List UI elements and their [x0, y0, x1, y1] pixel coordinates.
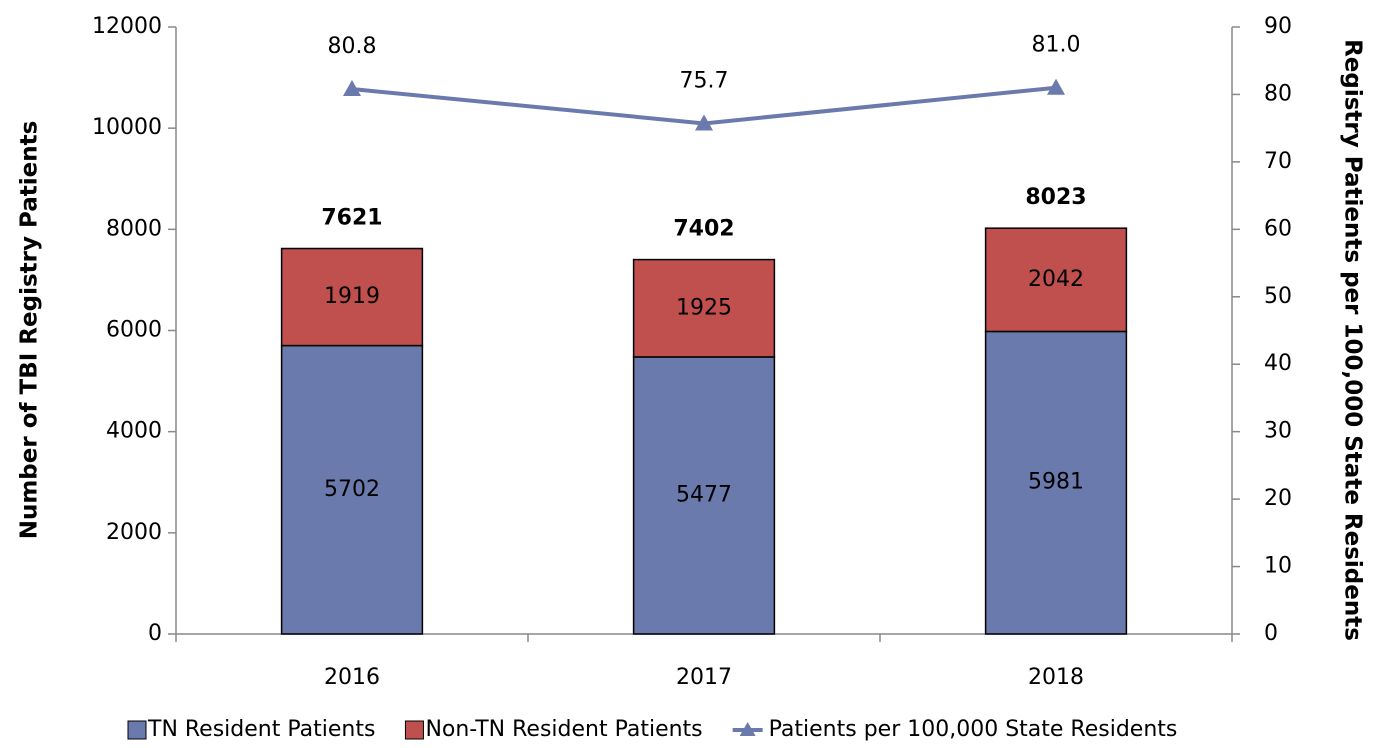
bar-value-label: 1925 [676, 295, 732, 320]
bar-value-label: 5702 [324, 477, 380, 502]
line-marker [1047, 78, 1065, 95]
x-tick-label: 2017 [676, 665, 732, 690]
y2-tick-label: 50 [1264, 284, 1292, 309]
y-tick-label: 4000 [106, 419, 162, 444]
x-tick-label: 2018 [1028, 665, 1084, 690]
bar-segment [984, 330, 1128, 635]
total-label: 7402 [673, 217, 734, 242]
y2-tick-label: 80 [1264, 81, 1292, 106]
total-label: 7621 [321, 206, 382, 231]
line-value-label: 80.8 [328, 34, 377, 59]
bar-segment [280, 344, 424, 635]
bar-segment [632, 356, 776, 635]
line-marker [695, 114, 713, 131]
y-tick-label: 12000 [92, 14, 162, 39]
y2-tick-label: 0 [1264, 621, 1278, 646]
x-tick-label: 2016 [324, 665, 380, 690]
y2-tick-label: 90 [1264, 14, 1292, 39]
line-marker [343, 80, 361, 97]
legend-label: Non-TN Resident Patients [425, 717, 702, 742]
y2-axis-title: Registry Patients per 100,000 State Resi… [1340, 39, 1366, 641]
y-tick-label: 10000 [92, 115, 162, 140]
y-axis-title: Number of TBI Registry Patients [17, 121, 43, 540]
y-tick-label: 2000 [106, 520, 162, 545]
legend-label: TN Resident Patients [147, 717, 375, 742]
legend-swatch [404, 720, 424, 740]
legend-marker [739, 722, 756, 736]
y2-tick-label: 10 [1264, 554, 1292, 579]
legend-swatch [127, 720, 147, 740]
y-tick-label: 6000 [106, 318, 162, 343]
bar-value-label: 5477 [676, 482, 732, 507]
y2-tick-label: 20 [1264, 486, 1292, 511]
bar-segment [632, 258, 776, 358]
bar-value-label: 5981 [1028, 470, 1084, 495]
bar-value-label: 2042 [1028, 267, 1084, 292]
line-value-label: 75.7 [680, 68, 729, 93]
y2-tick-label: 60 [1264, 216, 1292, 241]
bar-segment [280, 247, 424, 347]
y-tick-label: 8000 [106, 216, 162, 241]
bar-segment [984, 227, 1128, 333]
line-value-label: 81.0 [1032, 33, 1081, 58]
bar-value-label: 1919 [324, 284, 380, 309]
total-label: 8023 [1025, 185, 1086, 210]
y2-tick-label: 40 [1264, 351, 1292, 376]
y2-tick-label: 70 [1264, 149, 1292, 174]
legend-label: Patients per 100,000 State Residents [769, 717, 1178, 742]
y-tick-label: 0 [148, 621, 162, 646]
y2-tick-label: 30 [1264, 419, 1292, 444]
